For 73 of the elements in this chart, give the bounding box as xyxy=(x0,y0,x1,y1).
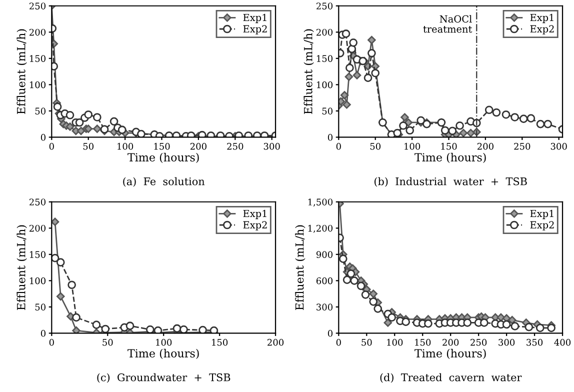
legend-label: Exp2 xyxy=(243,25,267,34)
y-axis-title: Effluent (mL/h) xyxy=(295,225,306,310)
legend-label: Exp1 xyxy=(530,210,554,220)
y-tick-label: 250 xyxy=(316,2,333,10)
x-tick-label: 300 xyxy=(264,142,280,150)
x-tick-label: 50 xyxy=(102,338,113,346)
x-tick-label: 200 xyxy=(442,338,459,346)
x-tick-label: 100 xyxy=(387,338,403,346)
x-tick-label: 150 xyxy=(154,142,170,150)
ref-line-label: NaOCl treatment xyxy=(423,15,472,33)
y-tick-label: 0 xyxy=(40,134,46,141)
y-tick-label: 0 xyxy=(328,134,333,141)
legend-label: Exp2 xyxy=(530,25,554,34)
x-tick-label: 250 xyxy=(514,142,530,150)
x-axis-title: Time (hours) xyxy=(128,152,199,164)
y-tick-label: 900 xyxy=(316,251,333,258)
x-tick-label: 300 xyxy=(550,142,567,150)
x-tick-label: 350 xyxy=(526,338,543,346)
y-tick-label: 200 xyxy=(29,224,46,232)
y-tick-label: 1,200 xyxy=(308,224,333,233)
x-axis-title: Time (hours) xyxy=(414,152,486,164)
y-tick-label: 200 xyxy=(29,28,46,36)
x-tick-label: 200 xyxy=(477,142,494,150)
x-tick-label: 50 xyxy=(83,142,94,150)
legend-label: Exp2 xyxy=(243,221,267,230)
x-tick-label: 150 xyxy=(212,338,228,346)
x-tick-label: 250 xyxy=(470,338,487,346)
legend-label: Exp1 xyxy=(530,14,554,24)
x-tick-label: 0 xyxy=(336,142,341,150)
x-tick-label: 0 xyxy=(336,338,341,346)
x-tick-label: 150 xyxy=(441,142,457,150)
y-tick-label: 1,500 xyxy=(308,198,333,207)
y-tick-label: 150 xyxy=(30,251,46,258)
text: (c) Groundwater + TSB xyxy=(97,373,230,383)
x-tick-label: 0 xyxy=(49,142,54,150)
y-axis-title: Effluent (mL/h) xyxy=(16,225,27,310)
legend-label: Exp1 xyxy=(243,14,266,24)
text: (d) Treated cavern water xyxy=(380,373,522,383)
y-tick-label: 0 xyxy=(40,330,46,337)
x-tick-label: 150 xyxy=(415,338,431,346)
x-tick-label: 100 xyxy=(156,338,172,346)
x-tick-label: 100 xyxy=(404,142,420,150)
y-tick-label: 200 xyxy=(316,28,333,36)
x-tick-label: 50 xyxy=(370,142,381,150)
x-tick-label: 300 xyxy=(498,338,515,346)
y-tick-label: 300 xyxy=(316,304,333,310)
y-tick-label: 100 xyxy=(30,277,46,284)
y-tick-label: 150 xyxy=(30,55,46,62)
text: (a) Fe solution xyxy=(123,177,205,187)
y-tick-label: 50 xyxy=(35,304,46,310)
y-tick-label: 600 xyxy=(316,277,333,284)
x-tick-label: 250 xyxy=(227,142,244,150)
x-tick-label: 200 xyxy=(268,338,284,346)
x-tick-label: 0 xyxy=(49,338,54,346)
text: (b) Industrial water + TSB xyxy=(374,177,527,187)
y-tick-label: 250 xyxy=(29,2,46,10)
y-tick-label: 50 xyxy=(322,108,333,114)
y-tick-label: 0 xyxy=(328,330,333,337)
y-tick-label: 50 xyxy=(35,108,46,114)
x-tick-label: 200 xyxy=(190,142,206,150)
legend-label: Exp2 xyxy=(530,221,554,230)
y-axis-title: Effluent (mL/h) xyxy=(16,29,27,114)
x-tick-label: 400 xyxy=(554,338,571,346)
x-axis-title: Time (hours) xyxy=(414,348,486,360)
y-tick-label: 100 xyxy=(30,81,46,88)
legend-label: Exp1 xyxy=(243,210,266,220)
x-tick-label: 50 xyxy=(362,338,372,346)
y-tick-label: 150 xyxy=(316,55,333,62)
x-axis-title: Time (hours) xyxy=(128,348,199,360)
y-tick-label: 100 xyxy=(316,81,333,88)
x-tick-label: 100 xyxy=(118,142,134,150)
y-axis-title: Effluent (mL/h) xyxy=(304,29,314,114)
y-tick-label: 250 xyxy=(29,198,46,206)
